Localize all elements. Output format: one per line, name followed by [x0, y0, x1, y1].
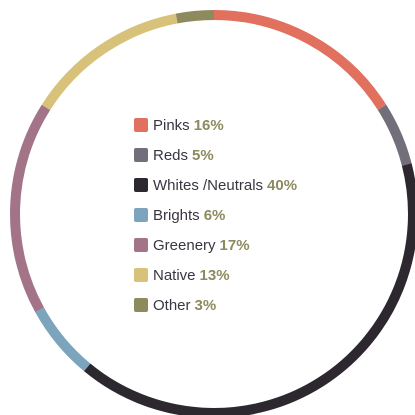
slice-pinks: [213, 10, 387, 111]
legend-swatch-greenery: [134, 238, 148, 252]
legend-value-other: 3%: [194, 296, 217, 314]
legend-label-pinks: Pinks: [153, 116, 190, 134]
legend-value-native: 13%: [199, 266, 230, 284]
legend-item-brights: Brights 6%: [134, 200, 297, 230]
slice-brights: [35, 307, 91, 372]
slice-greenery: [10, 104, 51, 313]
legend-swatch-whites-neutrals: [134, 178, 148, 192]
legend-value-reds: 5%: [192, 146, 214, 164]
legend-item-pinks: Pinks 16%: [134, 110, 297, 140]
slice-native: [41, 13, 178, 111]
slice-whites-neutrals: [83, 163, 415, 415]
legend-swatch-other: [134, 298, 148, 312]
legend-value-whites-neutrals: 40%: [267, 176, 298, 194]
legend-swatch-reds: [134, 148, 148, 162]
legend-value-brights: 6%: [203, 206, 226, 224]
legend-item-reds: Reds 5%: [134, 140, 297, 170]
legend-value-pinks: 16%: [193, 116, 224, 134]
legend-label-whites-neutrals: Whites /Neutrals: [153, 176, 264, 194]
legend-label-brights: Brights: [153, 206, 200, 224]
legend-item-whites-neutrals: Whites /Neutrals 40%: [134, 170, 297, 200]
slice-reds: [377, 104, 412, 166]
legend-item-native: Native 13%: [134, 260, 297, 290]
legend-swatch-native: [134, 268, 148, 282]
legend-value-greenery: 17%: [219, 236, 250, 254]
legend-label-reds: Reds: [153, 146, 189, 164]
legend-swatch-pinks: [134, 118, 148, 132]
legend: Pinks 16% Reds 5% Whites /Neutrals 40% B…: [134, 110, 297, 320]
legend-label-greenery: Greenery: [153, 236, 216, 254]
slice-other: [175, 10, 215, 24]
legend-item-greenery: Greenery 17%: [134, 230, 297, 260]
legend-item-other: Other 3%: [134, 290, 297, 320]
legend-label-native: Native: [153, 266, 196, 284]
legend-swatch-brights: [134, 208, 148, 222]
legend-label-other: Other: [153, 296, 191, 314]
